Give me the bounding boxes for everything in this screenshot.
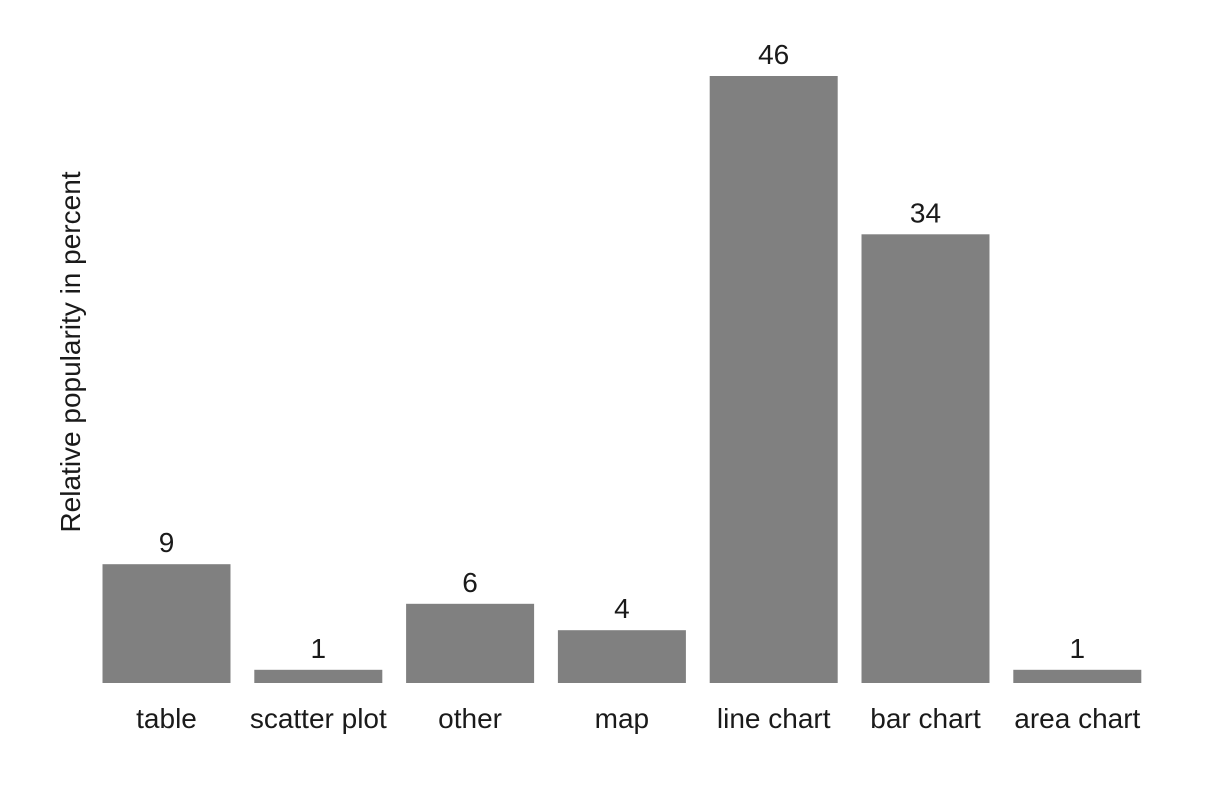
- value-label-area-chart: 1: [1070, 633, 1086, 664]
- value-label-table: 9: [159, 527, 175, 558]
- x-tick-label-table: table: [136, 703, 197, 734]
- x-tick-label-line-chart: line chart: [717, 703, 831, 734]
- value-label-other: 6: [462, 567, 478, 598]
- bar-line-chart: [709, 76, 838, 683]
- bar-scatter-plot: [254, 669, 383, 683]
- value-label-line-chart: 46: [758, 39, 789, 70]
- x-tick-label-bar-chart: bar chart: [870, 703, 981, 734]
- bar-area-chart: [1013, 669, 1142, 683]
- y-axis-title: Relative popularity in percent: [55, 171, 86, 532]
- bar-bar-chart: [861, 234, 990, 684]
- bar-table: [102, 564, 231, 683]
- bar-map: [557, 630, 686, 683]
- value-label-map: 4: [614, 593, 630, 624]
- x-tick-label-scatter-plot: scatter plot: [250, 703, 387, 734]
- value-label-scatter-plot: 1: [311, 633, 327, 664]
- x-tick-label-map: map: [595, 703, 649, 734]
- x-tick-label-area-chart: area chart: [1014, 703, 1140, 734]
- x-tick-label-other: other: [438, 703, 502, 734]
- bars-group: 9 table 1 scatter plot 6 other 4 map 46 line char…: [102, 39, 1142, 734]
- value-label-bar-chart: 34: [910, 197, 941, 228]
- bar-other: [406, 603, 535, 683]
